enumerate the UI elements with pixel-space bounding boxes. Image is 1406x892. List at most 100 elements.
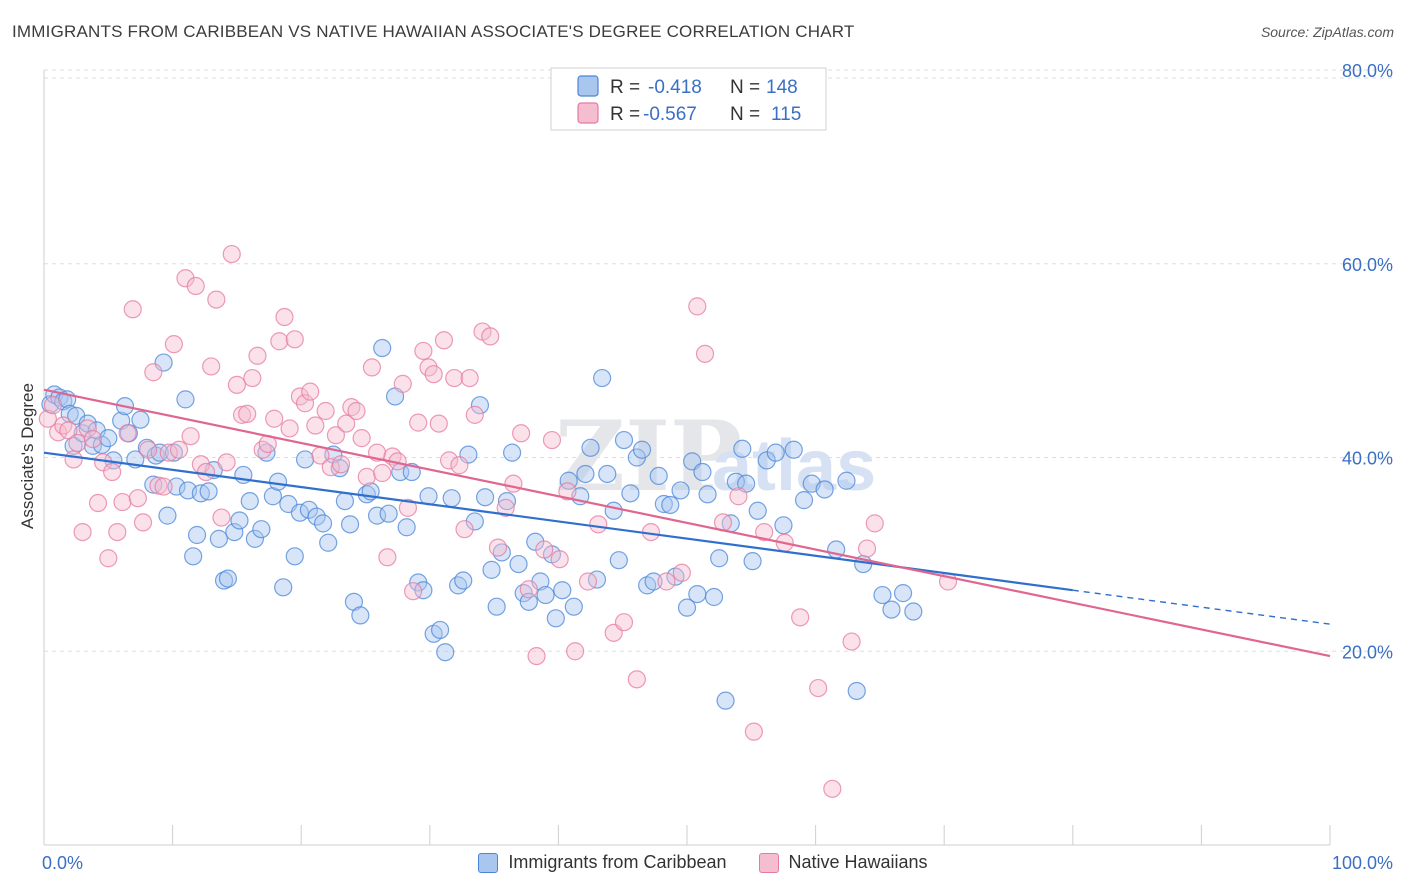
point-s1-10	[88, 493, 108, 513]
point-s0-132	[748, 501, 767, 520]
point-s1-4	[59, 421, 78, 440]
source-credit: Source: ZipAtlas.com	[1260, 24, 1394, 40]
point-s1-9	[83, 429, 102, 449]
point-s0-146	[893, 584, 913, 603]
watermark-zip: ZIP	[555, 400, 742, 513]
point-s1-24	[159, 443, 178, 462]
legend-r-label-0: R =	[610, 77, 640, 98]
point-s0-111	[632, 440, 652, 459]
point-s1-7	[73, 522, 92, 542]
point-s0-147	[904, 602, 923, 621]
point-s1-112	[791, 608, 810, 627]
point-s1-117	[865, 514, 884, 533]
point-s1-15	[113, 492, 132, 512]
point-s1-114	[823, 779, 842, 798]
point-s1-33	[207, 290, 226, 309]
trend-extension-s0	[1072, 589, 1331, 625]
point-s1-40	[243, 368, 262, 388]
point-s1-1	[43, 396, 63, 415]
point-s0-124	[704, 587, 724, 607]
legend-label-caribbean: Immigrants from Caribbean	[508, 852, 727, 872]
point-s1-115	[842, 632, 861, 651]
point-s1-75	[424, 365, 443, 384]
point-s0-37	[218, 569, 237, 588]
point-s1-42	[253, 440, 272, 459]
point-s0-135	[774, 516, 793, 535]
point-s0-115	[654, 494, 673, 514]
point-s1-83	[465, 405, 484, 424]
point-s1-73	[414, 341, 433, 361]
point-s1-71	[403, 582, 423, 601]
trend-line-s1	[43, 388, 1331, 658]
point-s0-126	[716, 691, 735, 710]
point-s1-81	[455, 520, 474, 539]
point-s1-35	[217, 453, 236, 472]
legend-item-caribbean: Immigrants from Caribbean	[478, 852, 727, 873]
point-s0-116	[661, 495, 680, 515]
point-s0-43	[252, 520, 271, 539]
point-s0-61	[351, 606, 370, 625]
point-s0-91	[519, 592, 538, 611]
point-s0-85	[487, 597, 506, 616]
point-s1-50	[295, 394, 315, 413]
point-s0-8	[73, 424, 92, 443]
x-tick-label-max: 100.0%	[1332, 853, 1393, 873]
point-s0-122	[693, 462, 712, 482]
point-s1-103	[657, 572, 676, 591]
point-s0-125	[710, 549, 729, 568]
point-s1-106	[695, 344, 715, 363]
point-s1-19	[133, 513, 153, 532]
legend-n-label-0: N =	[730, 77, 760, 98]
point-s0-27	[167, 477, 186, 496]
point-s1-60	[347, 401, 366, 421]
point-s1-31	[196, 462, 216, 482]
point-s1-97	[578, 572, 598, 591]
point-s0-121	[688, 584, 707, 604]
y-tick-label-40: 40.0%	[1342, 449, 1393, 469]
point-s1-87	[496, 498, 515, 517]
y-axis-label: Associate's Degree	[18, 383, 37, 529]
point-s0-75	[430, 620, 450, 640]
point-s1-6	[68, 433, 87, 453]
point-s1-116	[857, 539, 877, 558]
point-s1-66	[378, 548, 397, 567]
point-s0-103	[587, 570, 607, 589]
point-s0-58	[335, 491, 355, 511]
point-s1-16	[118, 424, 137, 443]
y-tick-label-80: 80.0%	[1342, 61, 1393, 81]
point-s1-0	[38, 409, 57, 428]
point-s1-96	[566, 642, 585, 661]
point-s1-82	[460, 368, 479, 388]
series-immigrants-from-caribbean	[41, 338, 923, 710]
point-s1-18	[128, 489, 147, 508]
point-s0-114	[649, 466, 668, 486]
point-s0-59	[340, 515, 360, 534]
point-s0-102	[581, 438, 600, 457]
point-s0-77	[442, 489, 461, 508]
point-s1-79	[445, 368, 464, 388]
point-s1-56	[326, 426, 346, 445]
point-s1-52	[306, 416, 325, 435]
point-s1-8	[78, 419, 97, 438]
point-s0-145	[882, 600, 901, 619]
point-s0-35	[209, 529, 228, 548]
point-s0-141	[837, 471, 856, 490]
point-s0-118	[671, 481, 690, 500]
point-s1-88	[504, 474, 523, 493]
point-s1-23	[154, 477, 173, 496]
point-s1-80	[450, 456, 469, 475]
point-s0-96	[546, 609, 565, 628]
point-s0-54	[313, 514, 333, 533]
point-s1-28	[181, 427, 200, 446]
point-s1-98	[589, 515, 608, 534]
point-s0-88	[503, 443, 522, 462]
point-s1-14	[108, 522, 127, 542]
point-s0-46	[268, 472, 288, 491]
point-s1-45	[270, 332, 289, 351]
point-s1-108	[729, 487, 748, 506]
point-s1-41	[248, 346, 267, 365]
point-s0-87	[497, 491, 517, 511]
point-s1-34	[212, 508, 231, 527]
legend-swatch-pink	[577, 102, 599, 124]
